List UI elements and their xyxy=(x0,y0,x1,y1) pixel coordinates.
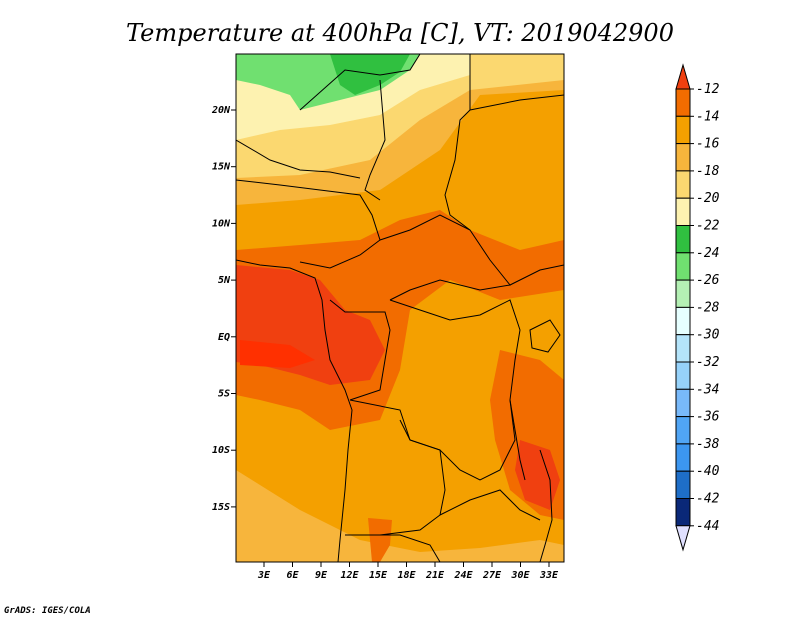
country-borders xyxy=(236,54,564,562)
border-chad-sudan xyxy=(444,109,471,231)
colorbar-label-2: -16 xyxy=(696,137,720,152)
lon-label-6: 21E xyxy=(425,570,445,581)
lon-label-4: 15E xyxy=(369,570,388,581)
colorbar-segment-3 xyxy=(675,170,691,199)
colorbar-label-6: -24 xyxy=(696,246,719,261)
lon-label-3: 12E xyxy=(340,570,359,581)
colorbar-segment-15 xyxy=(675,498,691,527)
colorbar-label-16: -44 xyxy=(696,519,719,534)
colorbar-segment-8 xyxy=(675,306,691,336)
colorbar-label-1: -14 xyxy=(696,109,719,124)
colorbar-label-12: -36 xyxy=(696,410,720,425)
colorbar-label-7: -26 xyxy=(696,273,720,288)
coastline xyxy=(236,259,353,562)
colorbar-segment-5 xyxy=(675,225,691,254)
border-mozambique xyxy=(539,449,553,562)
colorbar-label-8: -28 xyxy=(696,300,720,315)
border-car xyxy=(379,214,511,301)
colorbar-label-15: -42 xyxy=(696,492,720,507)
colorbar-segment-6 xyxy=(675,252,691,281)
field-south-red xyxy=(368,518,392,562)
colorbar-segment-7 xyxy=(675,279,691,308)
colorbar-segment-14 xyxy=(675,470,691,500)
map-title: Temperature at 400hPa [C], VT: 201904290… xyxy=(126,19,674,47)
lon-label-8: 27E xyxy=(482,570,502,581)
colorbar: -12 -14 -16 -18 -20 -22 -24 -26 -28 -30 -32 -34 -36 -… xyxy=(675,63,720,552)
border-zambia xyxy=(439,489,541,521)
map-frame xyxy=(235,53,565,563)
colorbar-bottom-arrow xyxy=(675,525,691,552)
lat-label-0: 20N xyxy=(211,105,231,116)
colorbar-label-4: -20 xyxy=(696,191,720,206)
colorbar-segment-10 xyxy=(675,361,691,390)
border-angola xyxy=(345,399,446,536)
lat-label-5: 5S xyxy=(218,389,230,400)
colorbar-label-3: -18 xyxy=(696,164,720,179)
lon-label-5: 18E xyxy=(397,570,416,581)
lat-label-2: 10N xyxy=(212,218,231,229)
colorbar-label-5: -22 xyxy=(696,219,720,234)
border-cameroon-congo xyxy=(329,299,391,401)
field-south-light xyxy=(236,470,564,562)
colorbar-segment-11 xyxy=(675,388,691,418)
colorbar-label-10: -32 xyxy=(696,355,720,370)
lon-label-1: 6E xyxy=(286,570,299,581)
field-red-core xyxy=(240,340,315,368)
colorbar-label-9: -30 xyxy=(696,328,720,343)
lat-label-6: 10S xyxy=(212,445,230,456)
border-algeria-libya xyxy=(299,54,421,111)
border-lake-victoria xyxy=(529,319,561,353)
lat-label-3: 5N xyxy=(218,275,231,286)
border-namibia xyxy=(345,534,441,562)
lon-label-2: 9E xyxy=(315,570,328,581)
border-lake-tanganyika xyxy=(509,399,526,481)
colorbar-segment-2 xyxy=(675,143,691,172)
colorbar-segment-12 xyxy=(675,416,691,445)
colorbar-label-11: -34 xyxy=(696,382,719,397)
border-nigeria xyxy=(236,179,381,269)
colorbar-segment-0 xyxy=(675,88,691,117)
border-niger-chad xyxy=(364,79,386,201)
field-green-dark xyxy=(330,54,410,95)
colorbar-label-0: -12 xyxy=(696,82,720,97)
colorbar-segment-13 xyxy=(675,443,691,472)
border-west-sahel xyxy=(236,139,361,179)
lon-label-0: 3E xyxy=(257,570,271,581)
lat-label-7: 15S xyxy=(212,502,230,513)
lon-label-7: 24E xyxy=(453,570,473,581)
border-sudan-east xyxy=(469,94,564,111)
lon-label-10: 33E xyxy=(539,570,559,581)
lat-axis: 20N 15N 10N 5N EQ 5S 10S 15S xyxy=(211,105,236,513)
colorbar-label-14: -40 xyxy=(696,464,720,479)
colorbar-label-13: -38 xyxy=(696,437,720,452)
colorbar-segment-4 xyxy=(675,197,691,226)
lon-label-9: 30E xyxy=(510,570,530,581)
border-nile-region xyxy=(509,264,564,286)
colorbar-segment-9 xyxy=(675,334,691,363)
colorbar-top-arrow xyxy=(675,63,691,90)
lat-label-4: EQ xyxy=(218,332,230,343)
colorbar-segment-1 xyxy=(675,115,691,145)
lat-label-1: 15N xyxy=(212,162,231,173)
field-east-red xyxy=(515,440,560,510)
temperature-field xyxy=(236,54,564,562)
grads-credit: GrADS: IGES/COLA xyxy=(4,606,91,616)
lon-axis: 3E 6E 9E 12E 15E 18E 21E 24E 27E 30E 33E xyxy=(257,562,559,581)
